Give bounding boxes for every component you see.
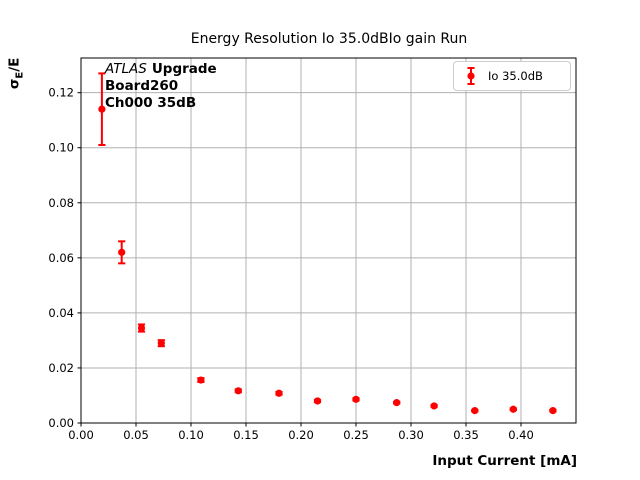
data-point-marker: [157, 339, 165, 347]
data-point-marker: [430, 402, 438, 410]
x-tick-label: 0.35: [453, 428, 479, 442]
y-axis-label: σE/E: [7, 43, 26, 103]
x-tick-label: 0.15: [233, 428, 259, 442]
errorbar-point: [509, 405, 517, 413]
x-axis-label: Input Current [mA]: [432, 453, 577, 469]
errorbar-point: [98, 72, 106, 146]
data-point-marker: [275, 389, 283, 397]
data-point-marker: [234, 387, 242, 395]
data-point-marker: [137, 324, 146, 332]
y-tick-label: 0.00: [48, 416, 74, 430]
errorbar-point: [393, 399, 401, 407]
data-point-marker: [509, 405, 517, 413]
data-point-marker: [118, 248, 126, 256]
data-point-marker: [98, 105, 106, 113]
x-tick-label: 0.20: [288, 428, 314, 442]
errorbar-marker-icon: [467, 67, 475, 85]
x-tick-label: 0.10: [178, 428, 204, 442]
legend-box: Io 35.0dB: [453, 61, 571, 91]
data-point-marker: [313, 397, 322, 405]
y-tick-label: 0.10: [48, 141, 74, 155]
y-tick-label: 0.12: [48, 86, 74, 100]
errorbar-point: [197, 376, 205, 384]
annotation-experiment: ATLAS: [105, 61, 147, 77]
errorbar-point: [234, 387, 242, 395]
errorbar-point: [430, 402, 438, 410]
annotation-line-1: ATLAS Upgrade: [105, 61, 217, 78]
data-point-marker: [197, 376, 205, 384]
errorbar-point: [118, 240, 126, 265]
annotation-board: Board260: [105, 78, 179, 94]
annotation-upgrade: Upgrade: [151, 61, 217, 77]
data-point-marker: [352, 395, 360, 403]
ylabel-rest: /E: [6, 57, 23, 72]
tick-labels: 0.00 0.05 0.10 0.15 0.20 0.25 0.30 0.35 0.40 0.00…: [48, 86, 533, 442]
y-tick-label: 0.02: [48, 361, 74, 375]
x-tick-label: 0.05: [123, 428, 149, 442]
errorbar-point: [549, 407, 557, 415]
annotation-channel: Ch000 35dB: [105, 95, 197, 111]
legend-label: Io 35.0dB: [488, 69, 543, 83]
errorbar-point: [275, 389, 283, 397]
tick-marks: [77, 92, 522, 427]
errorbar-point: [471, 407, 479, 415]
errorbar-point: [137, 323, 146, 333]
y-tick-label: 0.04: [48, 306, 74, 320]
axes-spines: [80, 57, 577, 424]
errorbar-point: [352, 395, 360, 403]
ylabel-subscript: E: [14, 71, 26, 79]
x-tick-label: 0.25: [343, 428, 369, 442]
x-tick-label: 0.40: [508, 428, 534, 442]
y-tick-label: 0.06: [48, 251, 74, 265]
errorbar-point: [313, 397, 322, 405]
ylabel-sigma: σ: [6, 78, 23, 90]
x-tick-label: 0.00: [68, 428, 94, 442]
x-tick-label: 0.30: [398, 428, 424, 442]
chart-title: Energy Resolution Io 35.0dBIo gain Run: [190, 31, 468, 47]
data-point-marker: [393, 399, 401, 407]
errorbar-point: [157, 339, 165, 348]
data-series: [98, 72, 557, 415]
y-tick-label: 0.08: [48, 196, 74, 210]
gridlines: [81, 58, 576, 423]
data-point-marker: [549, 407, 557, 415]
data-point-marker: [471, 407, 479, 415]
annotation-block: ATLAS Upgrade Board260 Ch000 35dB: [105, 61, 217, 112]
